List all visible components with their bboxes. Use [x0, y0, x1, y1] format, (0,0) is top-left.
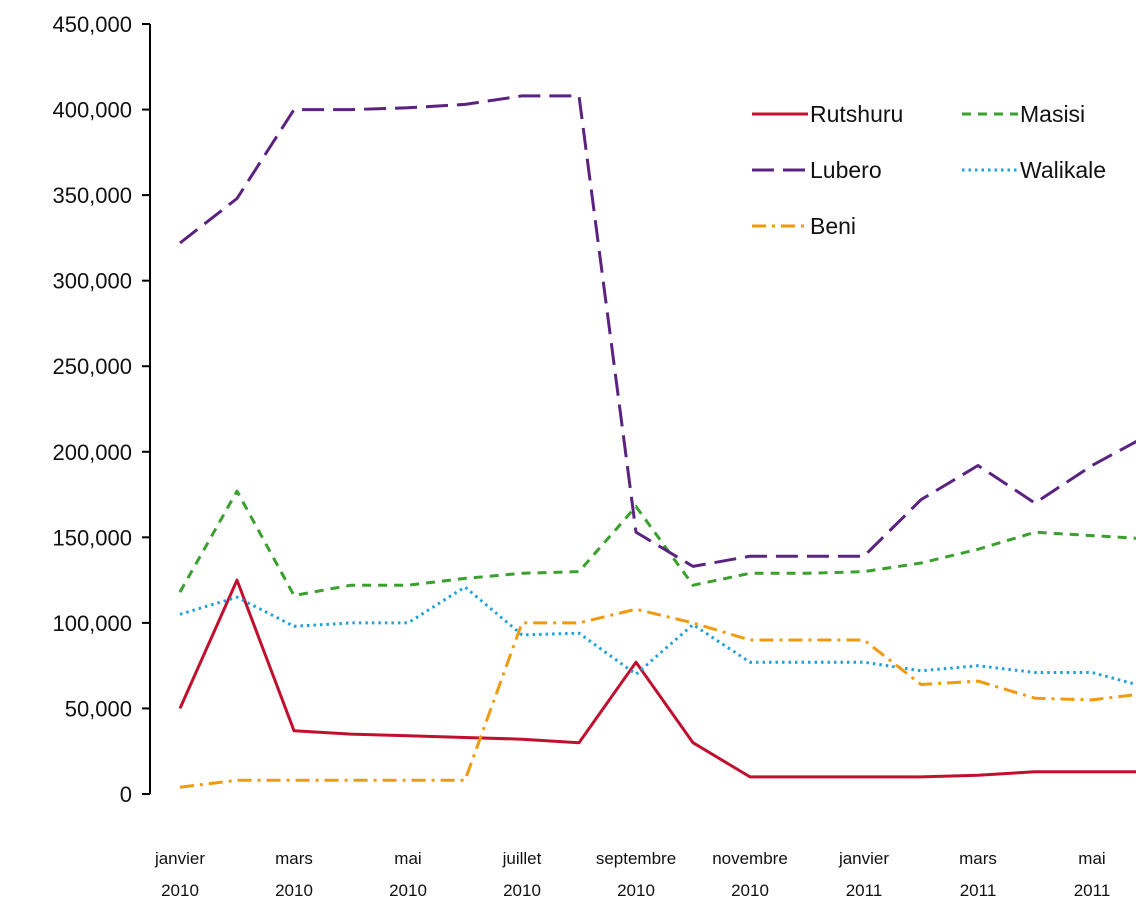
legend-item-lubero: Lubero [752, 157, 882, 183]
x-tick-label-year: 2010 [275, 881, 313, 900]
series-line-walikale [179, 585, 1136, 686]
legend: Rutshuru Masisi Lubero Walikale Beni [752, 101, 1106, 239]
series-line-masisi [178, 489, 1136, 597]
y-tick-label: 100,000 [52, 611, 132, 636]
legend-label: Masisi [1020, 101, 1085, 127]
x-tick-label-year: 2011 [960, 881, 997, 900]
x-tick-label-year: 2010 [389, 881, 427, 900]
x-tick-label-month: juillet [502, 849, 542, 868]
legend-item-beni: Beni [752, 213, 856, 239]
x-tick-label-month: mai [394, 849, 421, 868]
x-tick-label-year: 2010 [503, 881, 541, 900]
legend-item-masisi: Masisi [962, 101, 1085, 127]
y-tick-label: 0 [120, 782, 132, 807]
x-tick-label-month: mars [959, 849, 997, 868]
y-tick-label: 450,000 [52, 12, 132, 37]
y-tick-label: 350,000 [52, 183, 132, 208]
x-tick-label-year: 2010 [161, 881, 199, 900]
series-lines [178, 94, 1136, 789]
y-tick-label: 150,000 [52, 525, 132, 550]
x-tick-label-year: 2010 [731, 881, 769, 900]
axes: 0 50,000 100,000 150,000 200,000 250,000 300,0… [52, 12, 1110, 900]
legend-item-rutshuru: Rutshuru [752, 101, 903, 127]
legend-label: Beni [810, 213, 856, 239]
legend-label: Lubero [810, 157, 882, 183]
legend-label: Rutshuru [810, 101, 903, 127]
legend-label: Walikale [1020, 157, 1106, 183]
y-tick-label: 200,000 [52, 440, 132, 465]
legend-item-walikale: Walikale [962, 157, 1106, 183]
x-tick-label-year: 2011 [846, 881, 883, 900]
series-line-rutshuru [178, 578, 1136, 779]
x-tick-label-month: mai [1078, 849, 1105, 868]
y-tick-label: 250,000 [52, 354, 132, 379]
y-tick-label: 400,000 [52, 98, 132, 123]
x-tick-label-month: novembre [712, 849, 788, 868]
x-tick-label-year: 2010 [617, 881, 655, 900]
y-tick-label: 300,000 [52, 269, 132, 294]
x-tick-label-month: mars [275, 849, 313, 868]
y-tick-label: 50,000 [65, 696, 132, 721]
x-tick-label-month: janvier [154, 849, 205, 868]
series-line-lubero [179, 94, 1136, 568]
x-tick-label-year: 2011 [1074, 881, 1111, 900]
x-tick-label-month: septembre [596, 849, 676, 868]
x-tick-label-month: janvier [838, 849, 889, 868]
series-line-beni [179, 607, 1136, 789]
